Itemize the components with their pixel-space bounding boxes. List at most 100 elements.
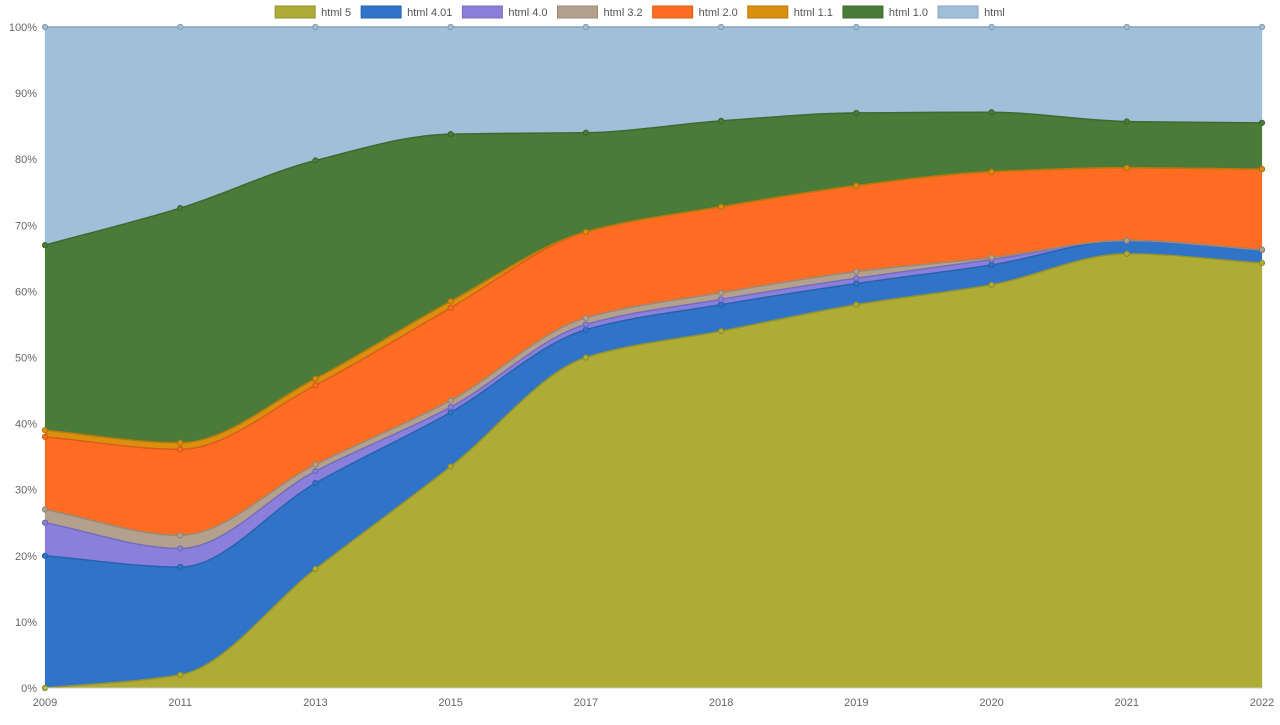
data-point[interactable]: [718, 327, 725, 335]
data-point[interactable]: [853, 182, 860, 189]
data-point[interactable]: [312, 479, 319, 487]
data-point[interactable]: [1123, 23, 1130, 31]
legend-label: html 2.0: [699, 7, 738, 19]
x-tick-label: 2009: [33, 697, 57, 709]
data-point[interactable]: [1258, 259, 1266, 267]
data-point[interactable]: [177, 671, 184, 678]
area-html-4-01: [45, 240, 1262, 688]
data-point[interactable]: [312, 375, 319, 382]
data-point[interactable]: [312, 382, 319, 389]
legend-swatch: [937, 5, 979, 19]
legend-swatch: [747, 5, 789, 19]
series-lines-layer: [44, 26, 1263, 689]
y-tick-label: 90%: [15, 88, 37, 100]
data-point[interactable]: [447, 23, 454, 31]
data-point[interactable]: [41, 427, 49, 434]
data-point[interactable]: [988, 254, 995, 261]
data-point[interactable]: [853, 301, 860, 308]
data-point[interactable]: [853, 268, 860, 275]
data-point[interactable]: [1258, 166, 1266, 173]
data-point[interactable]: [1123, 250, 1130, 257]
data-point[interactable]: [177, 205, 184, 212]
legend-item[interactable]: html 1.1: [747, 5, 833, 19]
data-point[interactable]: [718, 301, 725, 308]
y-tick-label: 30%: [15, 485, 37, 497]
data-point[interactable]: [312, 157, 319, 164]
legend-swatch: [360, 5, 402, 19]
data-point[interactable]: [41, 242, 49, 249]
data-point[interactable]: [718, 296, 725, 303]
data-point[interactable]: [1258, 246, 1266, 253]
data-point[interactable]: [582, 314, 589, 321]
data-point[interactable]: [312, 468, 319, 475]
legend-item[interactable]: html 4.0: [461, 5, 548, 19]
data-point[interactable]: [1258, 119, 1266, 126]
data-point[interactable]: [718, 23, 725, 31]
legend-swatch: [652, 5, 694, 19]
data-point[interactable]: [447, 463, 454, 470]
data-point[interactable]: [988, 168, 995, 175]
data-point[interactable]: [177, 23, 184, 31]
data-point[interactable]: [1123, 164, 1130, 171]
legend-item[interactable]: html 1.0: [842, 5, 928, 19]
data-point[interactable]: [582, 321, 589, 328]
data-point[interactable]: [41, 433, 49, 440]
axes: 0% 10% 20% 30% 40% 50% 60% 70% 80% 90% 100% 2009 201…: [9, 22, 1274, 709]
legend-item[interactable]: html: [937, 5, 1005, 19]
data-point[interactable]: [1123, 118, 1130, 125]
legend-swatch: [557, 5, 599, 19]
x-tick-label: 2022: [1250, 697, 1274, 709]
data-point[interactable]: [177, 563, 184, 571]
data-point[interactable]: [312, 23, 319, 31]
data-point[interactable]: [41, 23, 49, 31]
data-point[interactable]: [582, 129, 589, 136]
y-tick-label: 80%: [15, 154, 37, 166]
data-point[interactable]: [582, 326, 589, 333]
data-point[interactable]: [988, 109, 995, 116]
data-point[interactable]: [177, 446, 184, 453]
data-point[interactable]: [853, 23, 860, 31]
data-point[interactable]: [447, 397, 454, 404]
data-point[interactable]: [718, 289, 725, 296]
data-point[interactable]: [447, 409, 454, 416]
data-point[interactable]: [582, 228, 589, 236]
data-point[interactable]: [447, 298, 454, 305]
data-point[interactable]: [447, 130, 454, 138]
legend-item[interactable]: html 4.01: [360, 5, 452, 19]
data-point[interactable]: [177, 439, 184, 446]
data-point[interactable]: [41, 506, 49, 513]
legend-label: html 1.0: [889, 7, 928, 19]
legend-label: html 1.1: [794, 7, 833, 19]
legend-label: html 3.2: [604, 7, 643, 19]
x-tick-label: 2015: [438, 697, 462, 709]
legend-item[interactable]: html 2.0: [652, 5, 738, 19]
y-tick-label: 50%: [15, 353, 37, 365]
y-tick-label: 10%: [15, 617, 37, 629]
data-point[interactable]: [312, 461, 319, 468]
legend-item[interactable]: html 3.2: [557, 5, 643, 19]
data-point[interactable]: [41, 519, 49, 526]
legend-item[interactable]: html 5: [274, 5, 351, 19]
data-point[interactable]: [447, 403, 454, 411]
data-point[interactable]: [1258, 23, 1266, 31]
data-point[interactable]: [447, 304, 454, 312]
data-point[interactable]: [853, 275, 860, 282]
data-point[interactable]: [177, 532, 184, 539]
data-point[interactable]: [988, 261, 995, 269]
data-point[interactable]: [853, 109, 860, 117]
data-point[interactable]: [582, 23, 589, 31]
data-point[interactable]: [582, 354, 589, 361]
data-point[interactable]: [718, 203, 725, 210]
data-point[interactable]: [1123, 237, 1130, 244]
data-points-layer: [41, 23, 1266, 692]
data-point[interactable]: [177, 545, 184, 552]
data-point[interactable]: [41, 552, 49, 559]
data-point[interactable]: [853, 280, 860, 287]
data-point[interactable]: [312, 565, 319, 573]
data-point[interactable]: [988, 23, 995, 31]
data-point[interactable]: [718, 117, 725, 124]
legend-label: html 4.01: [407, 7, 452, 19]
area-series-layer: [45, 27, 1262, 688]
data-point[interactable]: [988, 281, 995, 288]
x-tick-label: 2021: [1115, 697, 1139, 709]
